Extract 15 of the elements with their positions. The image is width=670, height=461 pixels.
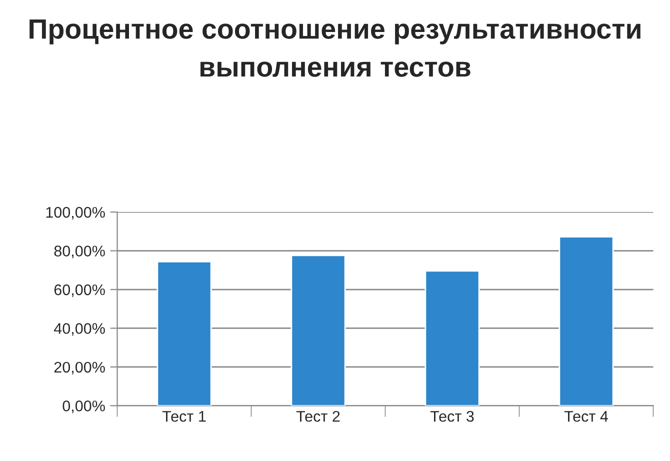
y-tick-label: 20,00%	[54, 362, 105, 374]
y-tick-label: 0,00%	[62, 400, 105, 414]
chart-title: Процентное соотношение результативности выполнения тестов	[30, 19, 640, 77]
bar	[156, 260, 212, 406]
x-tick-label: Тест 1	[162, 411, 206, 422]
x-tick-label: Тест 3	[430, 410, 474, 422]
x-tick-label: Тест 4	[564, 411, 608, 422]
y-tick-label: 80,00%	[54, 246, 105, 258]
y-tick-label: 40,00%	[54, 323, 105, 336]
y-tick-label: 100,00%	[46, 206, 105, 220]
bar	[558, 236, 614, 406]
y-tick-label: 60,00%	[54, 284, 105, 297]
x-tick-label: Тест 2	[296, 410, 340, 422]
bar	[290, 254, 346, 406]
bar	[424, 270, 480, 406]
